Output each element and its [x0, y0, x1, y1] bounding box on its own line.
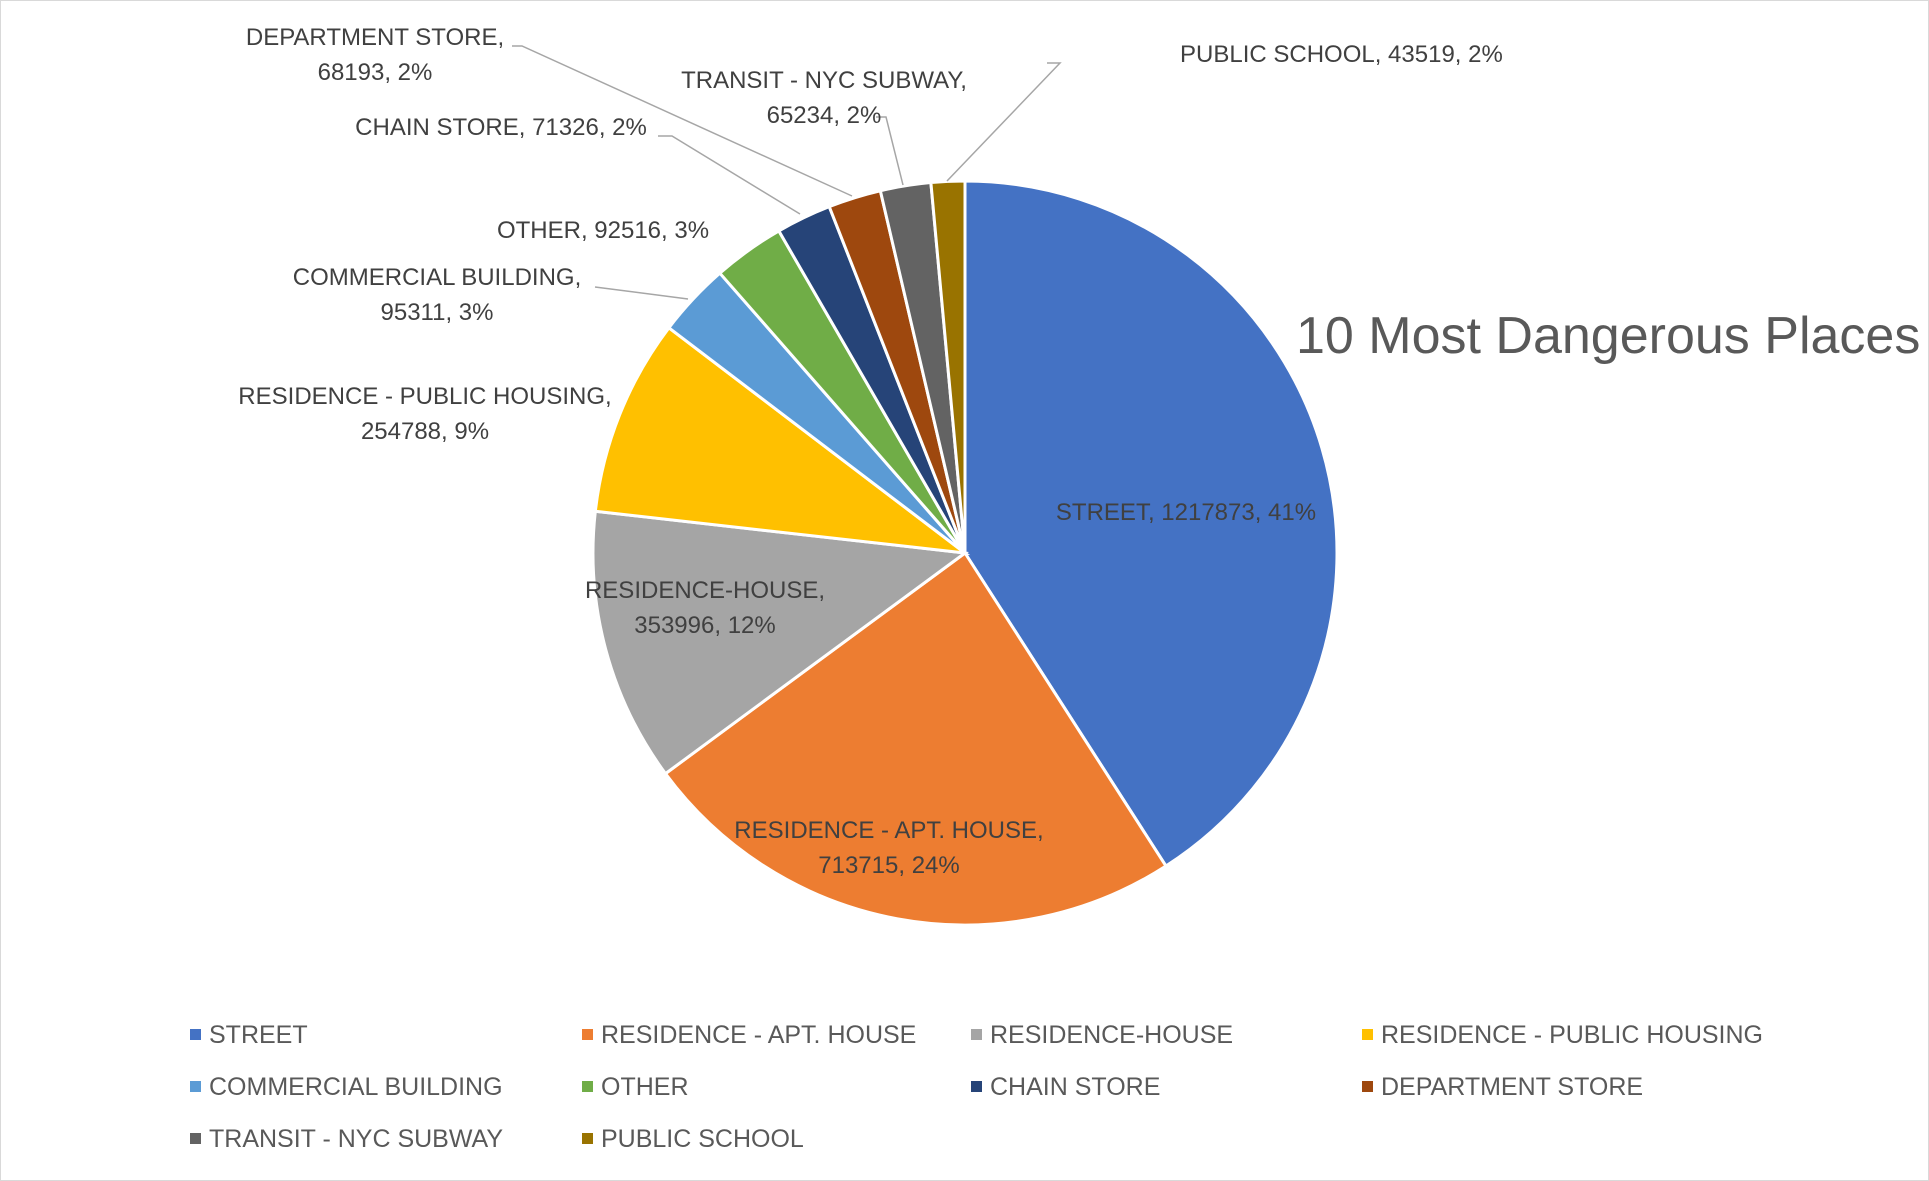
legend-label: TRANSIT - NYC SUBWAY	[209, 1125, 504, 1153]
pie-slices	[591, 179, 1339, 927]
legend-label: STREET	[209, 1021, 308, 1049]
legend-swatch	[190, 1028, 201, 1040]
data-label: TRANSIT - NYC SUBWAY, 65234, 2%	[681, 67, 967, 129]
leader-line	[594, 286, 689, 300]
data-label: RESIDENCE - APT. HOUSE, 713715, 24%	[734, 817, 1043, 879]
data-label: RESIDENCE - PUBLIC HOUSING, 254788, 9%	[238, 383, 611, 445]
data-labels: STREET, 1217873, 41% RESIDENCE - APT. HOU…	[238, 24, 1503, 879]
legend-item: TRANSIT - NYC SUBWAY	[190, 1124, 503, 1154]
legend-item: OTHER	[582, 1072, 689, 1102]
pie-slice-public-school	[929, 179, 967, 554]
pie-slice-residence-public-housing	[593, 325, 971, 556]
legend-swatch	[971, 1028, 982, 1040]
legend-label: RESIDENCE - PUBLIC HOUSING	[1381, 1021, 1764, 1049]
legend-item: CHAIN STORE	[971, 1072, 1160, 1102]
legend-label: RESIDENCE-HOUSE	[990, 1021, 1234, 1049]
chart-title: 10 Most Dangerous Places	[1296, 307, 1921, 365]
legend-item: COMMERCIAL BUILDING	[190, 1072, 503, 1102]
pie-slice-residence-house	[591, 509, 969, 776]
leader-lines	[512, 45, 1062, 300]
legend-label: OTHER	[601, 1073, 689, 1101]
legend-item: RESIDENCE - APT. HOUSE	[582, 1020, 916, 1050]
legend-swatch	[582, 1080, 593, 1092]
legend-swatch	[190, 1080, 201, 1092]
legend-item: RESIDENCE - PUBLIC HOUSING	[1362, 1020, 1763, 1050]
pie-slice-residence-apt-house	[663, 550, 1169, 927]
leader-line	[946, 62, 1062, 182]
legend-label: COMMERCIAL BUILDING	[209, 1073, 503, 1101]
legend-label: DEPARTMENT STORE	[1381, 1073, 1644, 1101]
data-label: RESIDENCE-HOUSE, 353996, 12%	[585, 577, 825, 639]
data-label: CHAIN STORE, 71326, 2%	[355, 114, 647, 141]
legend-swatch	[582, 1028, 593, 1040]
data-label: COMMERCIAL BUILDING, 95311, 3%	[293, 264, 581, 326]
legend-item: STREET	[190, 1020, 308, 1050]
leader-line	[512, 45, 853, 197]
legend-swatch	[1362, 1080, 1373, 1092]
legend-label: PUBLIC SCHOOL	[601, 1125, 804, 1153]
leader-line	[658, 135, 801, 215]
data-label: DEPARTMENT STORE, 68193, 2%	[246, 24, 504, 86]
legend-label: CHAIN STORE	[990, 1073, 1161, 1101]
data-label: STREET, 1217873, 41%	[1056, 499, 1316, 526]
data-label: OTHER, 92516, 3%	[497, 217, 709, 244]
legend-swatch	[971, 1080, 982, 1092]
legend-item: RESIDENCE-HOUSE	[971, 1020, 1233, 1050]
legend-label: RESIDENCE - APT. HOUSE	[601, 1021, 917, 1049]
legend-item: PUBLIC SCHOOL	[582, 1124, 804, 1154]
legend-swatch	[190, 1132, 201, 1144]
legend-swatch	[582, 1132, 593, 1144]
pie-slice-street	[963, 179, 1339, 869]
leader-line	[876, 116, 904, 186]
data-label: PUBLIC SCHOOL, 43519, 2%	[1180, 41, 1503, 68]
legend-item: DEPARTMENT STORE	[1362, 1072, 1643, 1102]
legend-swatch	[1362, 1028, 1373, 1040]
